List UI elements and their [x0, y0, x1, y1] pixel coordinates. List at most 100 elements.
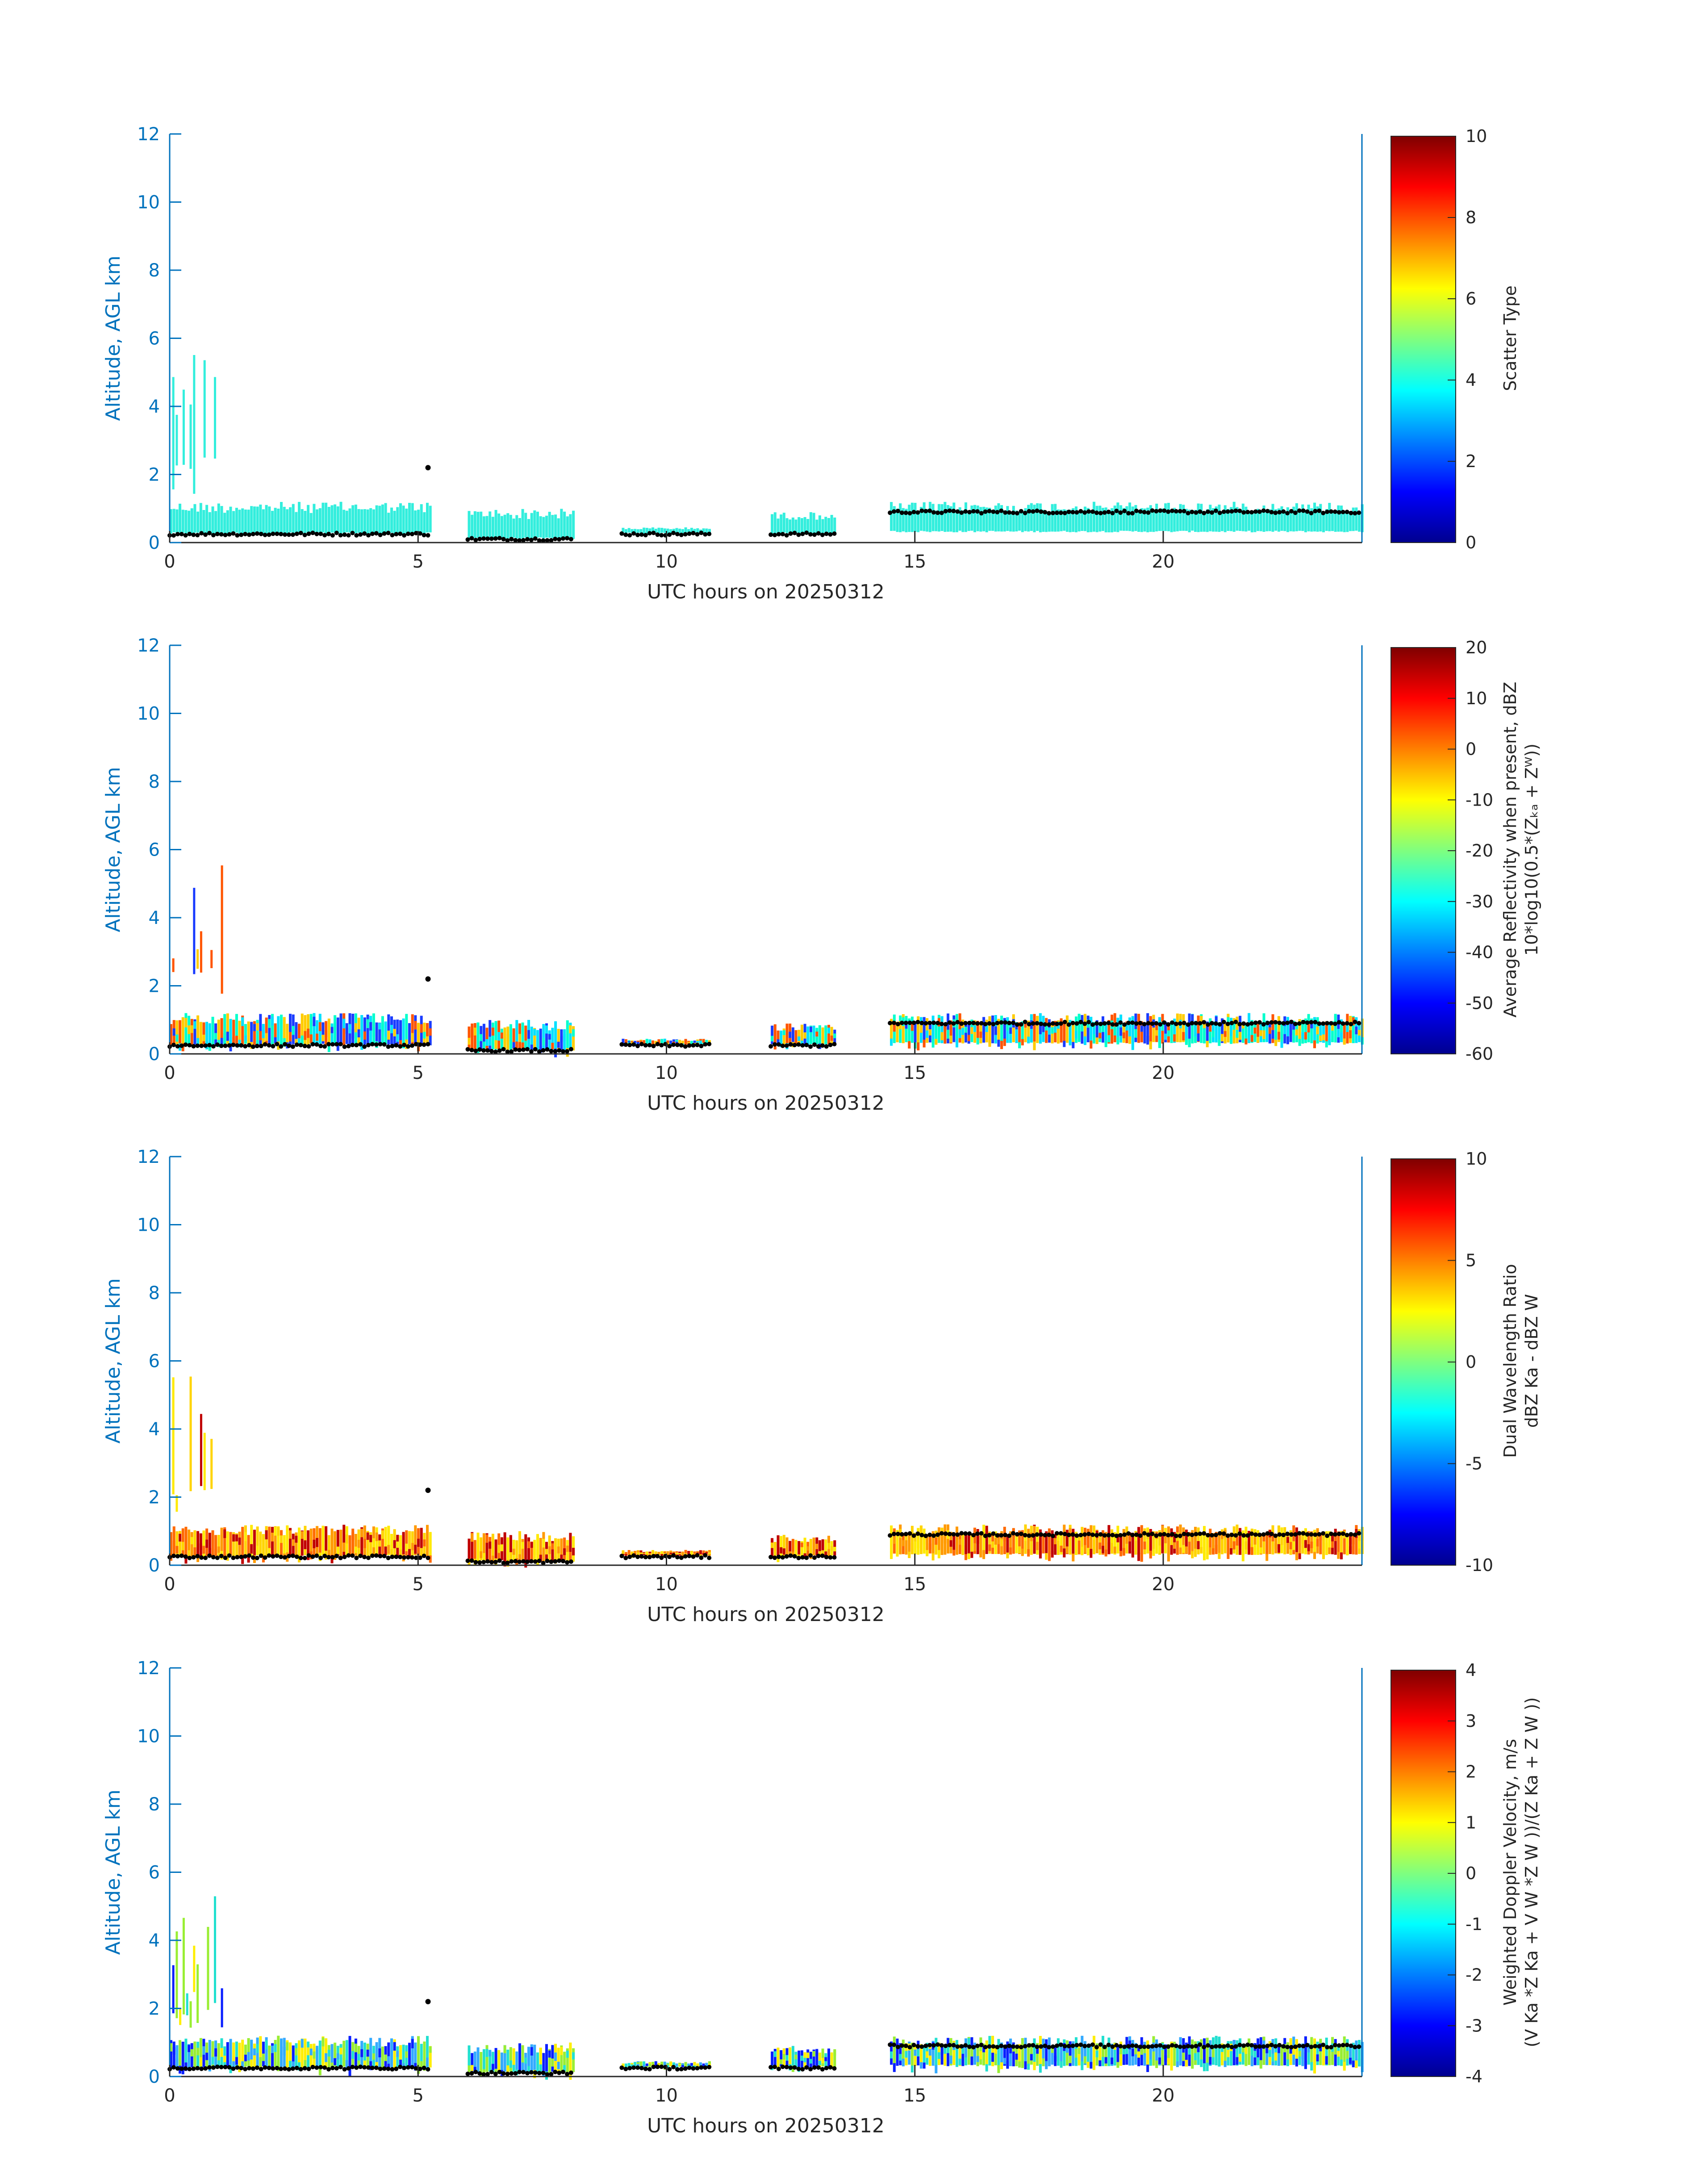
echo-column: [226, 510, 229, 534]
cloud-base-point: [326, 531, 331, 536]
cloud-base-point: [1047, 1533, 1052, 1537]
cloud-base-point: [983, 1534, 988, 1538]
cloud-base-point: [683, 1554, 688, 1559]
cloud-base-point: [481, 536, 486, 541]
echo-column-detail: [286, 2042, 289, 2051]
cloud-base-point: [1138, 1020, 1143, 1025]
echo-column-detail: [560, 1036, 563, 1042]
cloud-base-point: [259, 1044, 263, 1049]
echo-column: [256, 506, 259, 534]
echo-column-detail: [339, 1027, 342, 1037]
echo-column: [771, 514, 774, 534]
x-tick-label: 15: [903, 2085, 926, 2106]
echo-column-detail: [1298, 1553, 1301, 1559]
cloud-base-point: [390, 1554, 395, 1559]
echo-column-detail: [696, 1041, 699, 1043]
cloud-base-point: [469, 1048, 474, 1053]
echo-column: [339, 2044, 342, 2067]
echo-column: [627, 528, 631, 533]
echo-column-detail: [190, 2049, 193, 2056]
echo-column-detail: [202, 2046, 205, 2055]
cloud-base-point: [426, 533, 430, 538]
echo-column: [926, 1534, 929, 1555]
echo-column-detail: [965, 1554, 967, 1560]
cloud-base-point: [271, 1044, 276, 1049]
echo-column-detail: [1155, 2060, 1158, 2068]
echo-column: [654, 1040, 657, 1044]
echo-column: [663, 528, 666, 533]
echo-column: [780, 514, 783, 534]
echo-column: [1093, 1525, 1095, 1554]
echo-column: [1158, 2043, 1161, 2066]
cloud-base-point: [366, 533, 371, 538]
echo-column-detail: [699, 1039, 702, 1041]
cloud-base-point: [911, 1020, 916, 1025]
cloud-base-point: [971, 2045, 976, 2050]
cloud-base-point: [568, 537, 573, 542]
echo-column-detail: [1337, 1552, 1340, 1559]
echo-column: [1027, 1529, 1030, 1554]
cloud-base-point: [406, 1555, 410, 1560]
cloud-base-point: [1241, 1021, 1246, 1026]
echo-column: [408, 2043, 411, 2067]
cloud-base-point: [283, 532, 288, 537]
cloud-base-point: [187, 1043, 192, 1048]
cloud-base-point: [1098, 1021, 1103, 1026]
echo-column: [634, 1040, 637, 1045]
cloud-base-point: [1277, 1532, 1282, 1537]
echo-column-detail: [289, 1032, 292, 1042]
echo-column-detail: [1137, 1553, 1140, 1561]
echo-column: [309, 1014, 313, 1044]
echo-column-detail: [926, 2051, 929, 2058]
cloud-base-point: [179, 1553, 184, 1558]
cloud-base-point: [1090, 1532, 1095, 1537]
echo-column-detail: [235, 1534, 238, 1542]
cloud-base-point: [788, 531, 793, 536]
cloud-base-point: [780, 1555, 785, 1560]
cloud-base-point: [334, 531, 339, 535]
echo-column: [414, 510, 417, 533]
cloud-base-point: [623, 532, 628, 537]
colorbar-tick-label: 20: [1466, 638, 1487, 657]
echo-column: [426, 1023, 429, 1045]
cloud-base-point: [1015, 2044, 1019, 2049]
echo-column: [651, 1040, 655, 1045]
echo-column: [500, 516, 503, 538]
echo-column: [937, 504, 940, 532]
cloud-base-point: [1178, 2044, 1182, 2049]
cloud-base-point: [175, 1044, 180, 1049]
x-tick-label: 0: [164, 2085, 175, 2106]
echo-column-detail: [1271, 2053, 1274, 2062]
cloud-base-point: [776, 1042, 781, 1047]
cloud-base-point: [651, 1554, 656, 1559]
echo-column-detail: [262, 2053, 265, 2061]
cloud-base-point: [659, 533, 664, 538]
echo-column-detail: [274, 1526, 277, 1536]
cloud-base-point: [561, 2069, 566, 2074]
echo-column: [309, 1529, 313, 1555]
echo-column: [220, 1527, 223, 1557]
cloud-base-point: [1011, 510, 1015, 515]
cloud-base-point: [465, 2072, 470, 2076]
echo-column-detail: [1203, 2063, 1206, 2072]
echo-column-detail: [188, 2045, 191, 2052]
echo-column-detail: [393, 1029, 396, 1036]
echo-column-detail: [387, 1545, 390, 1554]
echo-column: [702, 1550, 705, 1556]
echo-column: [1033, 2038, 1036, 2066]
echo-column-detail: [369, 1535, 372, 1542]
echo-column-detail: [563, 1034, 566, 1040]
echo-column-detail: [1122, 1032, 1125, 1039]
cloud-base-point: [1051, 2044, 1055, 2049]
echo-column: [363, 1017, 366, 1045]
cloud-base-point: [1281, 509, 1286, 514]
echo-column: [468, 1538, 471, 1562]
echo-column-detail: [318, 2067, 322, 2076]
cloud-base-point: [203, 532, 208, 537]
echo-column: [304, 510, 307, 533]
cloud-base-point: [561, 1559, 566, 1563]
colorbar-tick-label: 3: [1466, 1711, 1476, 1731]
echo-column: [217, 1020, 220, 1045]
echo-column: [1259, 2037, 1262, 2066]
echo-column: [405, 508, 408, 534]
